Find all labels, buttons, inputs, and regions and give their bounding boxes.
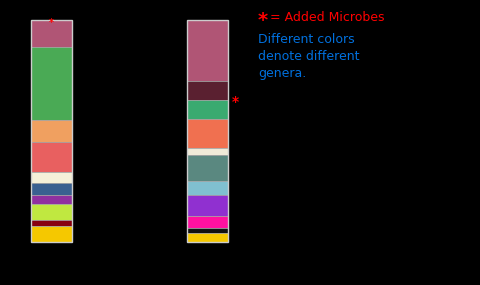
Bar (31, 20, 72, 47)
Bar (31, 195, 72, 204)
Bar (187, 20, 228, 82)
Bar (187, 148, 228, 155)
Bar (187, 228, 228, 233)
Bar (187, 233, 228, 242)
Bar (187, 195, 228, 216)
Bar (31, 172, 72, 183)
Bar (31, 47, 72, 120)
Bar (187, 216, 228, 228)
Text: = Added Microbes: = Added Microbes (270, 11, 384, 24)
Bar (31, 226, 72, 242)
Bar (187, 155, 228, 181)
Bar (187, 181, 228, 195)
Bar (31, 142, 72, 172)
Bar (187, 20, 228, 242)
Bar (187, 100, 228, 119)
Bar (31, 219, 72, 226)
Bar (31, 120, 72, 142)
Bar (187, 82, 228, 100)
Bar (31, 20, 72, 242)
Text: *: * (49, 19, 54, 29)
Bar (31, 183, 72, 195)
Text: Different colors
denote different
genera.: Different colors denote different genera… (258, 33, 360, 80)
Bar (187, 119, 228, 148)
Bar (31, 204, 72, 219)
Text: *: * (232, 95, 239, 109)
Text: *: * (258, 11, 268, 30)
